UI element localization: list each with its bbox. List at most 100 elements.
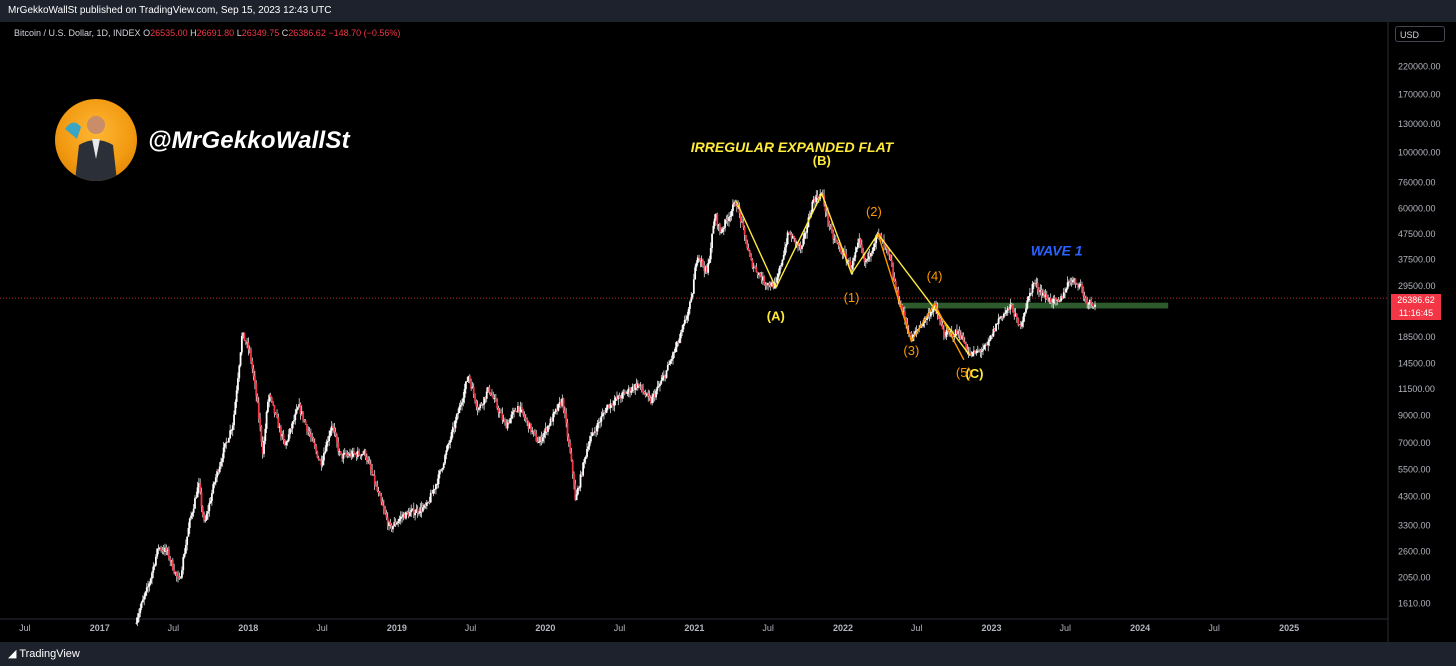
candle xyxy=(307,426,310,436)
candle xyxy=(715,213,717,221)
candle xyxy=(422,503,424,513)
symbol-name: Bitcoin / U.S. Dollar, 1D, INDEX xyxy=(14,28,141,38)
candle xyxy=(825,208,828,217)
candle xyxy=(188,517,191,534)
candle xyxy=(982,343,984,356)
candle xyxy=(708,255,711,265)
candle xyxy=(1060,293,1063,303)
candle xyxy=(996,322,999,325)
candle xyxy=(171,557,174,571)
candle xyxy=(471,381,474,389)
candle xyxy=(433,488,436,494)
candle xyxy=(866,258,868,264)
candle xyxy=(638,383,641,389)
candle xyxy=(151,570,153,585)
candle xyxy=(199,478,202,495)
candle xyxy=(755,263,758,273)
candle xyxy=(976,345,979,354)
candle xyxy=(366,453,368,465)
candle xyxy=(388,520,390,531)
candle xyxy=(461,398,463,411)
candle xyxy=(524,414,527,423)
impulse-wave-line[interactable] xyxy=(877,233,965,361)
candle xyxy=(993,328,996,333)
candle xyxy=(286,439,289,446)
price-chart[interactable]: (A) (B) (C) (1) (2) (3) (4) (5) WAVE 1 220000.00… xyxy=(0,0,1456,642)
price-tick-label: 220000.00 xyxy=(1398,61,1441,71)
candle xyxy=(814,196,816,208)
candle xyxy=(212,481,215,495)
candle xyxy=(574,479,577,501)
candle xyxy=(588,435,591,451)
candle xyxy=(285,440,288,449)
candle xyxy=(768,281,771,288)
candle xyxy=(1010,302,1013,307)
currency-selector[interactable]: USD xyxy=(1395,26,1445,42)
candle xyxy=(660,374,663,385)
symbol-legend[interactable]: Bitcoin / U.S. Dollar, 1D, INDEX O26535.… xyxy=(14,28,400,38)
candle xyxy=(679,330,682,344)
candle xyxy=(1022,313,1025,328)
candle xyxy=(283,439,286,446)
candle xyxy=(729,211,732,223)
candle xyxy=(974,350,977,355)
candle xyxy=(700,255,703,268)
candle xyxy=(601,408,604,417)
candle xyxy=(1084,295,1087,304)
candle xyxy=(494,394,497,402)
candle xyxy=(668,359,670,366)
candle xyxy=(280,424,282,441)
candle xyxy=(815,190,818,205)
candle xyxy=(351,447,354,459)
candle xyxy=(1031,280,1034,297)
candle xyxy=(635,378,638,391)
candle xyxy=(570,448,573,462)
candle xyxy=(1021,320,1023,329)
chart-title: IRREGULAR EXPANDED FLAT xyxy=(691,139,895,155)
candle xyxy=(732,199,734,217)
time-tick-label: Jul xyxy=(762,623,774,633)
candle xyxy=(633,384,635,393)
candle xyxy=(752,262,755,273)
candle xyxy=(462,391,465,407)
candle xyxy=(889,254,892,262)
candle xyxy=(170,559,173,567)
candle xyxy=(234,399,237,415)
candle xyxy=(248,345,251,354)
candle xyxy=(531,426,534,435)
candle xyxy=(187,522,190,537)
candle xyxy=(781,259,784,267)
candle xyxy=(657,381,660,388)
candle xyxy=(362,451,364,455)
candle xyxy=(346,450,349,459)
candle xyxy=(1023,311,1026,322)
candle xyxy=(730,208,733,221)
candle xyxy=(458,402,461,414)
candle xyxy=(609,399,612,414)
candle xyxy=(218,461,221,475)
support-zone[interactable] xyxy=(901,302,1169,309)
candle xyxy=(583,457,586,469)
candle xyxy=(454,416,457,433)
candle xyxy=(321,455,324,468)
candle xyxy=(887,248,889,256)
candle xyxy=(355,451,358,461)
candle xyxy=(1019,321,1022,330)
abc-wave-line[interactable] xyxy=(735,192,971,356)
candle xyxy=(173,563,176,575)
candle xyxy=(943,325,945,341)
candle xyxy=(485,387,488,403)
candle xyxy=(419,503,422,517)
candle xyxy=(139,603,142,618)
candle xyxy=(674,342,677,353)
candle xyxy=(539,435,542,446)
candle xyxy=(390,523,393,532)
last-price-badge: 26386.62 11:16:45 xyxy=(1391,294,1441,320)
candle xyxy=(788,231,790,236)
candle xyxy=(1061,295,1064,300)
candle xyxy=(497,405,500,418)
candle xyxy=(235,385,238,408)
time-tick-label: 2017 xyxy=(90,623,110,633)
candle xyxy=(282,429,285,445)
candle xyxy=(296,406,299,411)
